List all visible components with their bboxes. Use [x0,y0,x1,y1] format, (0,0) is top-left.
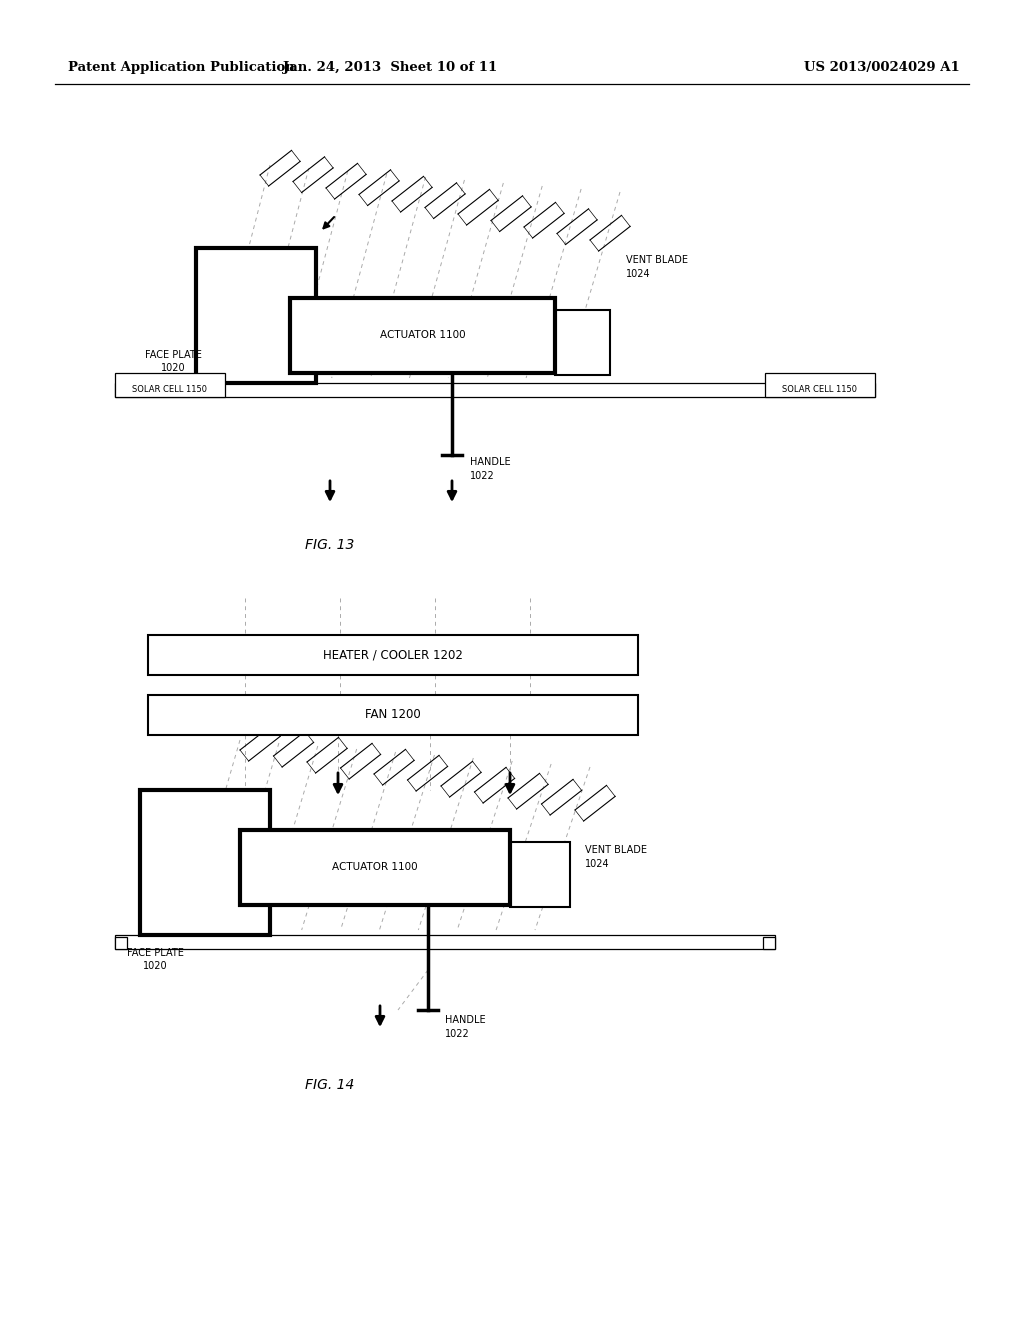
Text: 1020: 1020 [142,961,167,972]
Text: Jan. 24, 2013  Sheet 10 of 11: Jan. 24, 2013 Sheet 10 of 11 [283,62,497,74]
Text: SOLAR CELL 1150: SOLAR CELL 1150 [782,385,857,395]
Text: 1024: 1024 [585,859,609,869]
Bar [555,310,610,375]
Text: VENT BLADE: VENT BLADE [626,255,688,265]
Text: FACE PLATE: FACE PLATE [127,948,183,958]
Bar [763,937,775,949]
Text: HANDLE: HANDLE [470,457,511,467]
Bar [196,248,316,383]
Bar [148,696,638,735]
Text: SOLAR CELL 1150: SOLAR CELL 1150 [132,385,208,395]
Text: VENT BLADE: VENT BLADE [585,845,647,855]
Text: FAN 1200: FAN 1200 [366,709,421,722]
Text: 1024: 1024 [626,269,650,279]
Text: FIG. 13: FIG. 13 [305,539,354,552]
Bar [115,937,127,949]
Bar [240,830,510,906]
Text: FACE PLATE: FACE PLATE [144,350,202,360]
Bar [510,842,570,907]
Text: ACTUATOR 1100: ACTUATOR 1100 [332,862,418,873]
Text: 1022: 1022 [445,1030,470,1039]
Bar [115,383,874,397]
Bar [148,635,638,675]
Text: 1020: 1020 [161,363,185,374]
Bar [140,789,270,935]
Bar [290,298,555,374]
Text: HEATER / COOLER 1202: HEATER / COOLER 1202 [323,648,463,661]
Bar [115,935,775,949]
Text: ACTUATOR 1100: ACTUATOR 1100 [380,330,465,341]
Text: Patent Application Publication: Patent Application Publication [68,62,295,74]
Text: 1022: 1022 [470,471,495,480]
Text: HANDLE: HANDLE [445,1015,485,1026]
Bar [115,374,225,397]
Text: FIG. 14: FIG. 14 [305,1078,354,1092]
Bar [765,374,874,397]
Text: US 2013/0024029 A1: US 2013/0024029 A1 [804,62,961,74]
